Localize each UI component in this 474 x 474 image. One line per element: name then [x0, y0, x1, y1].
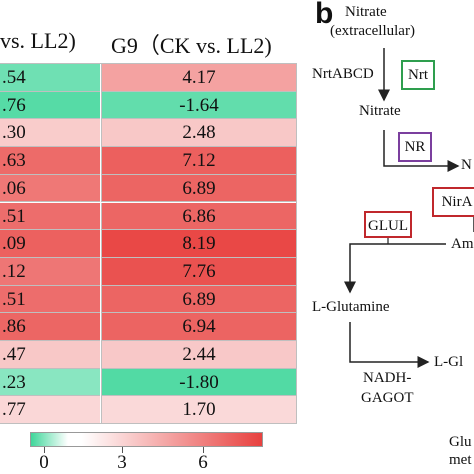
- heatmap-cell-left: .54: [0, 64, 100, 92]
- glutamine-label: L-Glutamine: [312, 299, 390, 315]
- scale-tick: [44, 447, 45, 453]
- glul-gene-box: GLUL: [364, 211, 412, 238]
- heatmap-cell-left: .51: [0, 202, 100, 231]
- heatmap-cell-left: .47: [0, 341, 100, 369]
- heatmap-row: .63 7.12: [0, 147, 297, 175]
- nrtabcd-label: NrtABCD: [312, 66, 374, 82]
- panel-label-b: b: [315, 0, 334, 30]
- scale-tick-label: 0: [39, 452, 49, 473]
- heatmap-cell-left: .30: [0, 119, 100, 148]
- heatmap-row: .23 -1.80: [0, 368, 297, 397]
- heatmap-row: .09 8.19: [0, 230, 297, 258]
- heatmap-row: .47 2.44: [0, 341, 297, 369]
- heatmap-cell-right: 1.70: [101, 396, 296, 425]
- metabolism-label: met: [449, 452, 472, 468]
- nrt-gene-box: Nrt: [401, 60, 435, 90]
- heatmap-row: .77 1.70: [0, 396, 297, 425]
- nitrite-label: N: [461, 157, 472, 173]
- heatmap-cell-right: 4.17: [101, 64, 296, 92]
- scale-tick-label: 3: [117, 452, 127, 473]
- heatmap-cell-right: 7.76: [101, 257, 296, 286]
- heatmap-row: .51 6.86: [0, 202, 297, 231]
- heatmap-row: .76 -1.64: [0, 91, 297, 120]
- heatmap-row: .12 7.76: [0, 257, 297, 286]
- heatmap-cell-left: .51: [0, 285, 100, 314]
- heatmap-row: .54 4.17: [0, 64, 297, 92]
- header-right: G9（CK vs. LL2): [111, 33, 272, 58]
- gagot-label: GAGOT: [361, 390, 414, 406]
- extracellular-label: (extracellular): [330, 23, 415, 39]
- heatmap-cell-right: -1.64: [101, 91, 296, 120]
- heatmap-cell-left: .23: [0, 368, 100, 397]
- scale-tick: [122, 447, 123, 453]
- nitrate-label: Nitrate: [359, 103, 401, 119]
- heatmap-cell-left: .06: [0, 174, 100, 203]
- arrow-glul: [344, 243, 446, 294]
- heatmap-cell-right: 6.94: [101, 313, 296, 341]
- color-scale-bar: [30, 432, 263, 447]
- glutamate-label: L-Gl: [434, 354, 464, 370]
- heatmap-cell-right: 2.48: [101, 119, 296, 148]
- heatmap-row: .86 6.94: [0, 313, 297, 341]
- nitrate-extracellular-label: Nitrate: [345, 4, 387, 20]
- scale-tick-label: 6: [198, 452, 208, 473]
- heatmap-cell-right: 2.44: [101, 341, 296, 369]
- heatmap-cell-right: -1.80: [101, 368, 296, 397]
- heatmap-cell-right: 6.89: [101, 174, 296, 203]
- heatmap-row: .30 2.48: [0, 119, 297, 148]
- heatmap-cell-right: 6.86: [101, 202, 296, 231]
- heatmap-row: .51 6.89: [0, 285, 297, 314]
- heatmap-cell-right: 6.89: [101, 285, 296, 314]
- heatmap-cell-left: .09: [0, 230, 100, 258]
- arrow-nitrate-reduction: [383, 130, 460, 172]
- glu-metabolism-label: Glu: [449, 434, 472, 450]
- header-left: vs. LL2): [0, 28, 76, 53]
- nadh-label: NADH-: [363, 370, 412, 386]
- ammonia-label: Am: [451, 236, 474, 252]
- heatmap-cell-right: 7.12: [101, 147, 296, 175]
- heatmap-cell-left: .86: [0, 313, 100, 341]
- scale-tick: [203, 447, 204, 453]
- heatmap-cell-left: .63: [0, 147, 100, 175]
- nira-gene-box: NirA: [432, 187, 474, 217]
- heatmap-cell-right: 8.19: [101, 230, 296, 258]
- heatmap-cell-left: .12: [0, 257, 100, 286]
- nr-gene-box: NR: [398, 132, 432, 162]
- heatmap-cell-left: .77: [0, 396, 100, 425]
- heatmap-cell-left: .76: [0, 91, 100, 120]
- arrow-gogat: [349, 322, 430, 368]
- heatmap-row: .06 6.89: [0, 174, 297, 203]
